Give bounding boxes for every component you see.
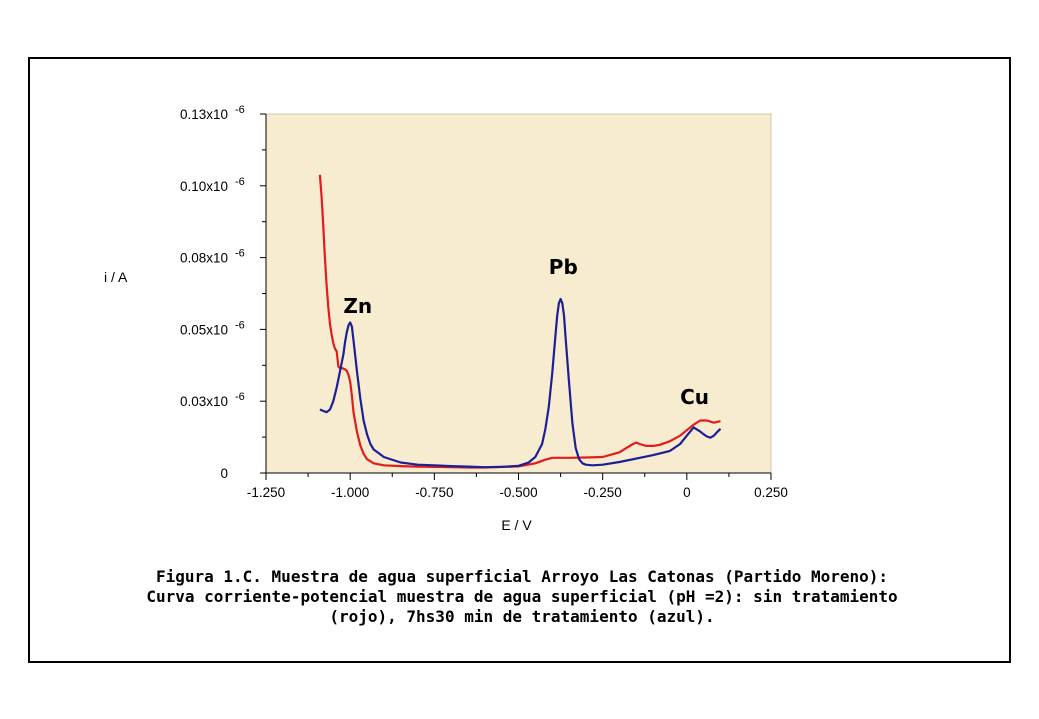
y-tick-label: 0.13x10 (180, 107, 228, 122)
y-tick-label: 0.03x10 (180, 394, 228, 409)
x-tick-label: -0.500 (499, 485, 537, 500)
peak-label-cu: Cu (680, 385, 709, 409)
y-axis-label: i / A (104, 269, 128, 285)
chart: 0 0.03x10 -6 0.05x10 -6 0.08x10 -6 0.10x10 -6 0.1… (104, 104, 788, 533)
y-tick-exponent: -6 (235, 391, 245, 403)
caption-line-1: Figura 1.C. Muestra de agua superficial … (155, 567, 889, 586)
series-line-1 (318, 174, 721, 469)
y-tick-label: 0 (220, 466, 228, 481)
y-tick-exponent: -6 (235, 248, 245, 260)
x-tick-label: -0.750 (415, 485, 453, 500)
peak-label-pb: Pb (549, 255, 578, 279)
x-tick-label: -0.250 (584, 485, 622, 500)
caption-line-2: Curva corriente-potencial muestra de agu… (146, 587, 898, 606)
figure-frame: 0 0.03x10 -6 0.05x10 -6 0.08x10 -6 0.10x10 -6 0.1… (28, 57, 1011, 663)
x-tick-label: 0 (683, 485, 691, 500)
x-tick-label: 0.250 (754, 485, 788, 500)
y-tick-label: 0.10x10 (180, 179, 228, 194)
y-tick-exponent: -6 (235, 104, 245, 116)
y-tick-label: 0.05x10 (180, 322, 228, 337)
y-tick-exponent: -6 (235, 319, 245, 331)
figure-caption: Figura 1.C. Muestra de agua superficial … (62, 567, 982, 627)
y-tick-exponent: -6 (235, 176, 245, 188)
peak-label-zn: Zn (343, 294, 372, 318)
x-tick-label: -1.000 (331, 485, 369, 500)
x-axis-label: E / V (501, 517, 532, 533)
caption-line-3: (rojo), 7hs30 min de tratamiento (azul). (329, 607, 715, 626)
x-tick-label: -1.250 (247, 485, 285, 500)
series-line-2 (319, 297, 722, 469)
plot-area (265, 113, 772, 474)
y-tick-label: 0.08x10 (180, 251, 228, 266)
